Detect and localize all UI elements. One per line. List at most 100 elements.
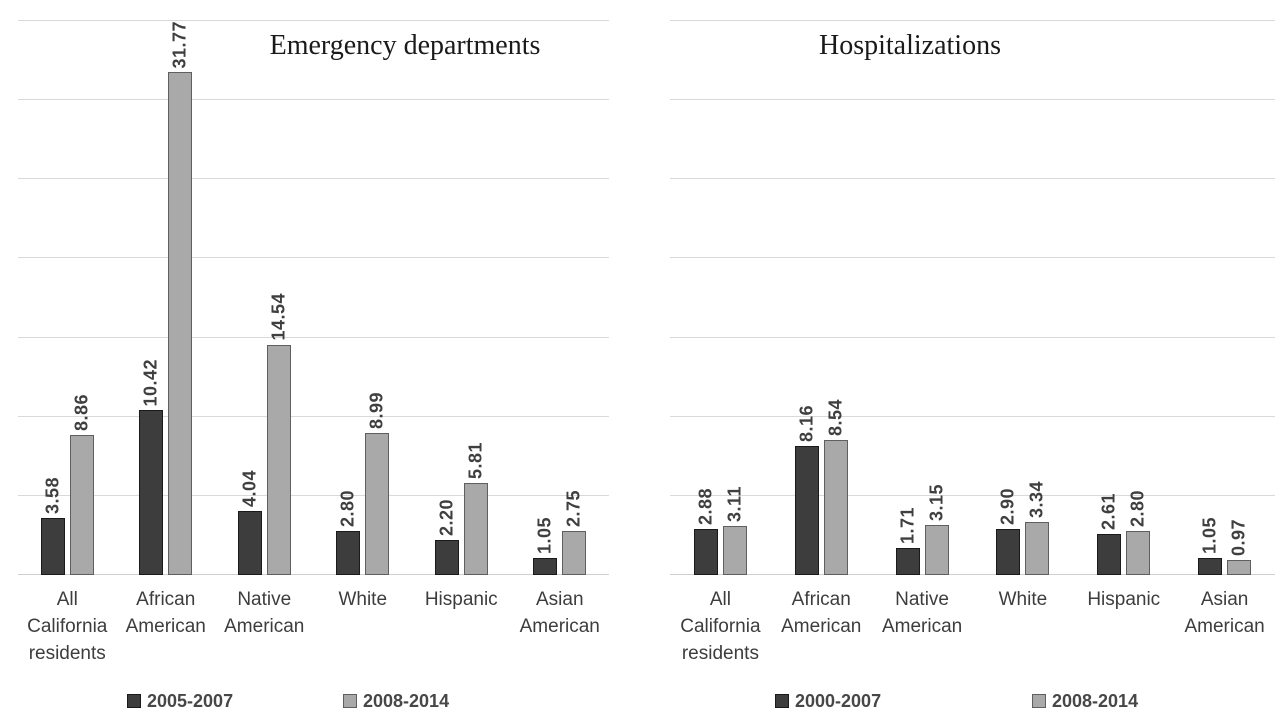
bar-group: 4.04 14.54 (215, 21, 314, 575)
value-label: 8.86 (71, 393, 92, 431)
value-label: 14.54 (268, 293, 289, 341)
category-label: Hispanic (1087, 589, 1161, 610)
value-label: 2.75 (563, 490, 584, 528)
category-label: White (338, 589, 388, 610)
bar: 2.80 (1126, 490, 1151, 575)
bar-group: 2.90 3.34 (973, 21, 1074, 575)
bar: 8.86 (69, 394, 94, 575)
bar: 31.77 (168, 21, 193, 575)
bar: 8.99 (365, 392, 390, 575)
bar-group: 2.80 8.99 (314, 21, 413, 575)
value-label: 2.80 (337, 489, 358, 527)
category-label: Native American (224, 589, 305, 637)
bar-group: 2.20 5.81 (412, 21, 511, 575)
gridline (18, 494, 609, 496)
category-label: All California residents (27, 589, 108, 664)
bar: 0.97 (1227, 519, 1252, 575)
bar-group: 1.71 3.15 (872, 21, 973, 575)
category-label: Asian American (519, 589, 600, 637)
value-label: 1.05 (534, 517, 555, 555)
legend-swatch (127, 694, 141, 708)
value-label: 3.11 (724, 485, 745, 522)
category-label: Hispanic (424, 589, 498, 610)
gridline (670, 99, 1275, 101)
bar-group: 1.05 2.75 (511, 21, 610, 575)
value-label: 3.58 (42, 477, 63, 515)
bar: 2.61 (1097, 493, 1122, 575)
plot-area: 3.58 8.86 10.42 31.77 4.04 14.54 2.80 8.99 2.20 5… (18, 20, 610, 575)
value-label: 3.15 (926, 484, 947, 522)
bar: 2.90 (996, 488, 1021, 575)
bar: 2.80 (336, 490, 361, 575)
value-label: 4.04 (239, 470, 260, 508)
value-label: 3.34 (1026, 481, 1047, 519)
bar: 2.88 (693, 488, 718, 575)
value-label: 2.90 (997, 488, 1018, 526)
legend-item: 2005-2007 (127, 691, 233, 711)
gridline (670, 494, 1275, 496)
chart-title: Emergency departments (269, 30, 541, 61)
gridline (670, 415, 1275, 417)
bar-group: 10.42 31.77 (117, 21, 216, 575)
bar: 3.15 (924, 484, 949, 575)
bar: 1.71 (895, 507, 920, 575)
category-label: African American (781, 589, 862, 637)
bar: 8.54 (823, 399, 848, 575)
bar: 5.81 (463, 442, 488, 575)
gridline (670, 178, 1275, 180)
value-label: 10.42 (140, 358, 161, 407)
category-label: All California residents (680, 589, 761, 664)
bar: 2.75 (562, 490, 587, 575)
legend-item: 2008-2014 (343, 691, 449, 711)
value-label: 1.71 (897, 506, 918, 544)
value-label: 2.20 (436, 499, 457, 537)
legend-item: 2000-2007 (775, 691, 881, 711)
value-label: 1.05 (1199, 517, 1220, 555)
value-label: 5.81 (465, 442, 486, 480)
category-label: Asian American (1184, 589, 1265, 637)
gridline (670, 257, 1275, 259)
bar: 14.54 (266, 293, 291, 575)
legend-label: 2008-2014 (1052, 690, 1139, 711)
gridline (670, 20, 1275, 21)
legend-label: 2008-2014 (363, 690, 450, 711)
bar: 3.34 (1025, 481, 1050, 575)
value-label: 2.61 (1098, 492, 1119, 530)
category-label: African American (125, 589, 206, 637)
gridline (18, 336, 609, 338)
gridline (18, 99, 609, 101)
x-axis-line (18, 574, 609, 575)
value-label: 8.16 (796, 404, 817, 442)
gridline (18, 415, 609, 417)
value-label: 0.97 (1228, 518, 1249, 556)
value-label: 31.77 (169, 20, 190, 69)
gridline (670, 336, 1275, 338)
value-label: 8.99 (366, 391, 387, 429)
bar-group: 3.58 8.86 (18, 21, 117, 575)
bar-group: 1.05 0.97 (1174, 21, 1275, 575)
value-label: 2.80 (1127, 489, 1148, 527)
bar-group: 2.88 3.11 (670, 21, 771, 575)
category-label: Native American (881, 589, 963, 637)
gridline (18, 178, 609, 180)
bar: 1.05 (1198, 517, 1223, 575)
legend-label: 2005-2007 (147, 690, 234, 711)
bar: 1.05 (533, 517, 558, 575)
bar: 3.11 (722, 486, 747, 575)
legend-label: 2000-2007 (795, 690, 882, 711)
plot-area: 2.88 3.11 8.16 8.54 1.71 3.15 2.90 3.34 2.61 2.80… (670, 20, 1275, 575)
category-label: White (998, 589, 1048, 610)
bar: 3.58 (40, 477, 65, 575)
legend-swatch (343, 694, 357, 708)
bar: 4.04 (237, 470, 262, 575)
legend-swatch (1032, 694, 1046, 708)
bar: 8.16 (794, 405, 819, 575)
gridline (18, 257, 609, 259)
value-label: 2.88 (695, 488, 716, 526)
chart-title: Hospitalizations (819, 30, 1001, 61)
bar-group: 8.16 8.54 (771, 21, 872, 575)
x-axis-line (670, 574, 1275, 575)
bar-group: 2.61 2.80 (1073, 21, 1174, 575)
bar: 2.20 (434, 499, 459, 575)
